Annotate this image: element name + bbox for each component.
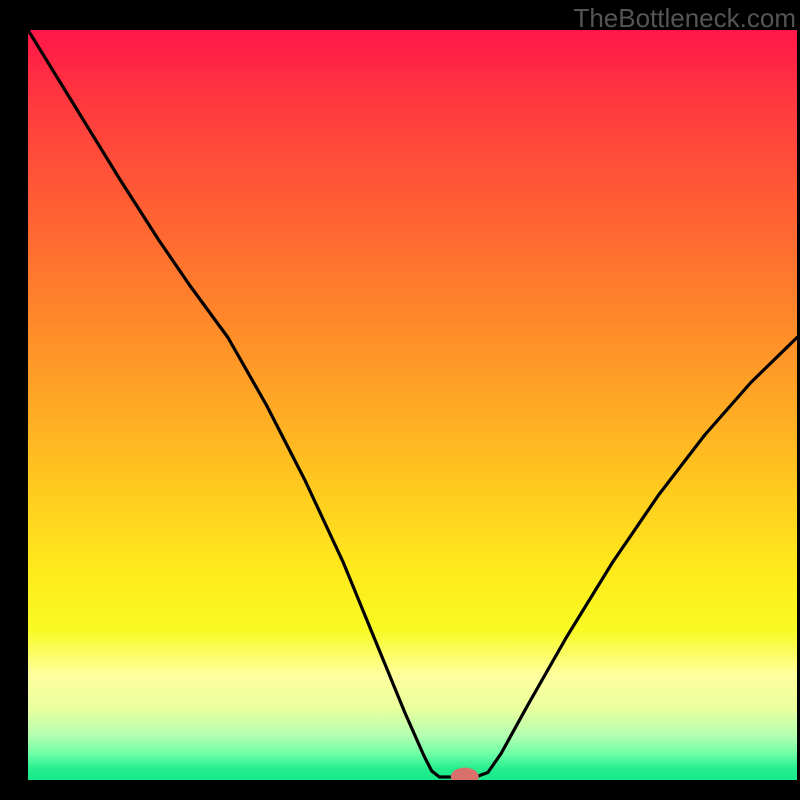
frame-bottom xyxy=(0,780,800,800)
marker-dot xyxy=(451,768,479,780)
watermark-text: TheBottleneck.com xyxy=(573,3,796,34)
bottleneck-curve xyxy=(28,30,797,777)
frame-left xyxy=(0,0,28,800)
plot-area xyxy=(28,30,797,780)
chart-stage: TheBottleneck.com xyxy=(0,0,800,800)
curve-svg xyxy=(28,30,797,780)
